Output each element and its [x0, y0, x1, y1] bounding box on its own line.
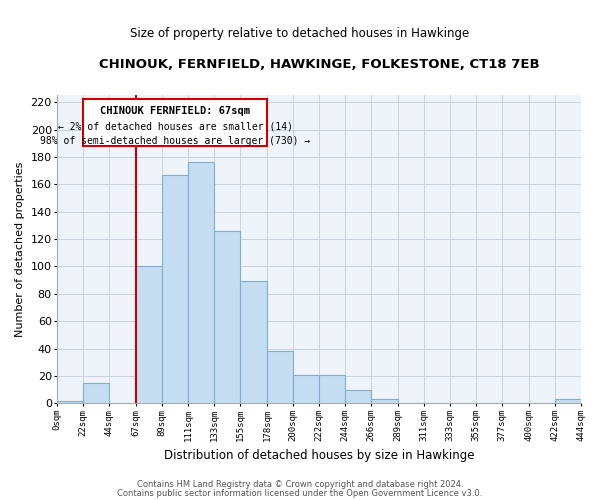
Text: CHINOUK FERNFIELD: 67sqm: CHINOUK FERNFIELD: 67sqm — [100, 106, 250, 116]
Y-axis label: Number of detached properties: Number of detached properties — [15, 162, 25, 337]
Bar — [371, 400, 398, 404]
Text: Contains public sector information licensed under the Open Government Licence v3: Contains public sector information licen… — [118, 488, 482, 498]
Bar — [319, 374, 345, 404]
Bar — [162, 174, 188, 404]
Bar — [188, 162, 214, 404]
Bar — [554, 400, 581, 404]
Bar — [240, 282, 267, 404]
Bar — [214, 231, 240, 404]
Text: 98% of semi-detached houses are larger (730) →: 98% of semi-detached houses are larger (… — [40, 136, 310, 146]
Title: CHINOUK, FERNFIELD, HAWKINGE, FOLKESTONE, CT18 7EB: CHINOUK, FERNFIELD, HAWKINGE, FOLKESTONE… — [98, 58, 539, 70]
Text: Contains HM Land Registry data © Crown copyright and database right 2024.: Contains HM Land Registry data © Crown c… — [137, 480, 463, 489]
Bar — [267, 352, 293, 404]
Bar — [58, 400, 83, 404]
Bar — [345, 390, 371, 404]
X-axis label: Distribution of detached houses by size in Hawkinge: Distribution of detached houses by size … — [164, 450, 474, 462]
Bar — [293, 374, 319, 404]
FancyBboxPatch shape — [83, 100, 267, 146]
Bar — [136, 266, 162, 404]
Text: Size of property relative to detached houses in Hawkinge: Size of property relative to detached ho… — [130, 28, 470, 40]
Text: ← 2% of detached houses are smaller (14): ← 2% of detached houses are smaller (14) — [58, 122, 293, 132]
Bar — [83, 383, 109, 404]
